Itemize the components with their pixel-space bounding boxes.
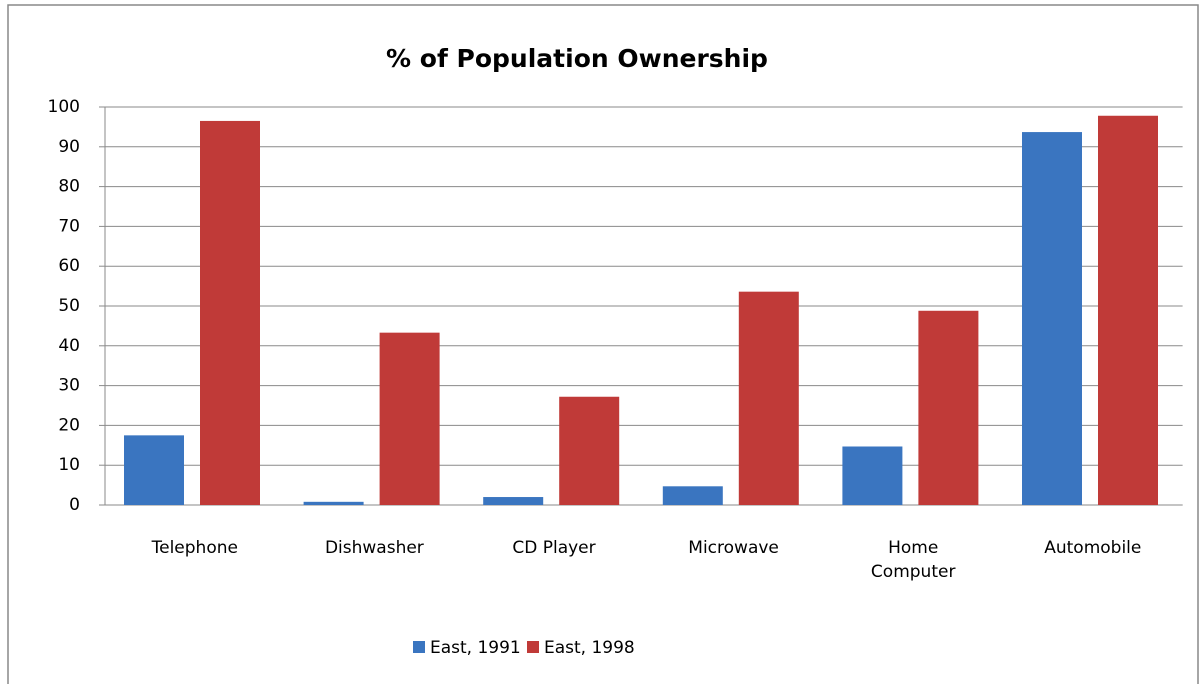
x-tick-label: Dishwasher [324,538,424,558]
y-tick-label: 20 [58,415,80,435]
x-tick-label: Home Computer [870,538,956,582]
legend-swatch [413,641,425,653]
y-tick-label: 80 [58,177,80,197]
bar [200,120,260,506]
bar [303,501,364,505]
y-tick-label: 0 [69,495,80,515]
y-tick-label: 60 [58,256,80,276]
y-tick-label: 90 [58,137,80,157]
bar [842,446,903,505]
bar [738,291,799,505]
y-tick-label: 100 [48,97,80,117]
legend-label: East, 1998 [544,638,635,658]
y-tick-label: 30 [58,376,80,396]
bar [662,486,723,505]
y-tick-label: 40 [58,336,80,356]
chart-title: % of Population Ownership [386,44,768,73]
bar [124,435,184,505]
bar [1098,115,1158,506]
bar [559,396,620,505]
y-tick-label: 70 [58,216,80,236]
legend-label: East, 1991 [430,638,521,658]
bar [483,497,544,505]
legend-swatch [527,641,539,653]
x-tick-label: Telephone [151,538,238,558]
bar [379,332,440,505]
bar [1022,132,1082,505]
y-tick-label: 50 [58,296,80,316]
x-tick-label: Automobile [1044,538,1142,558]
y-tick-label: 10 [58,455,80,475]
x-tick-label: CD Player [512,538,596,558]
x-tick-label: Microwave [688,538,779,558]
bar [918,310,979,505]
